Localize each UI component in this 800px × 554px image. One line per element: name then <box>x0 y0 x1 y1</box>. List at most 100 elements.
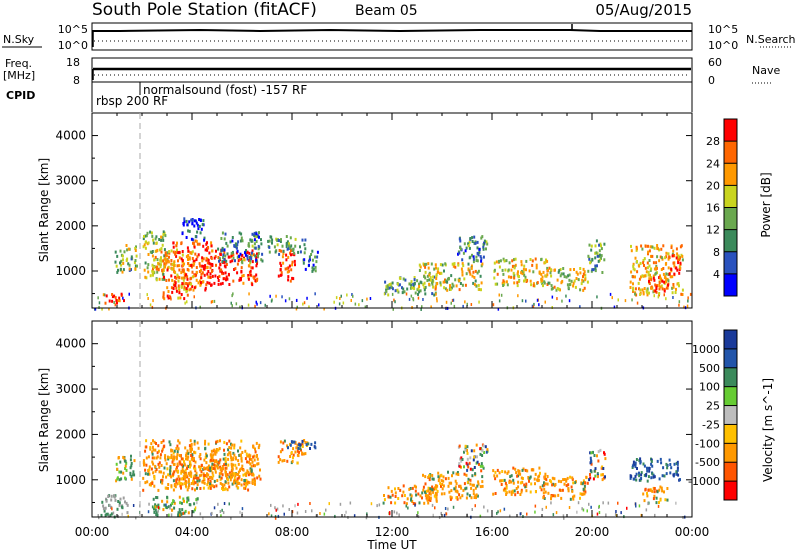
data-cell <box>185 457 187 461</box>
data-cell <box>213 256 216 260</box>
data-cell <box>190 251 193 255</box>
data-cell <box>468 461 471 465</box>
data-cell <box>469 237 472 240</box>
data-cell <box>513 258 515 262</box>
data-cell <box>268 250 271 254</box>
data-cell <box>236 249 239 253</box>
data-cell <box>458 279 461 282</box>
data-cell <box>176 450 179 454</box>
data-cell <box>203 466 206 470</box>
data-cell <box>182 268 185 272</box>
data-cell <box>543 487 546 491</box>
data-cell <box>634 465 637 469</box>
data-cell <box>178 268 181 272</box>
data-cell <box>464 444 467 448</box>
data-cell <box>154 464 157 468</box>
data-cell <box>566 476 569 480</box>
ground-scatter-cell <box>283 512 285 516</box>
data-cell <box>114 498 117 502</box>
data-cell <box>154 255 157 259</box>
ground-scatter-cell <box>103 293 106 297</box>
data-cell <box>481 464 484 468</box>
data-cell <box>469 272 472 276</box>
colorbar-swatch <box>724 424 737 444</box>
data-cell <box>238 481 241 485</box>
data-cell <box>132 470 135 474</box>
ground-scatter-cell <box>304 510 307 513</box>
data-cell <box>288 242 290 246</box>
data-cell <box>185 236 188 239</box>
data-cell <box>432 477 435 481</box>
data-cell <box>171 502 174 505</box>
ground-scatter-cell <box>220 514 222 518</box>
data-cell <box>663 287 666 291</box>
data-cell <box>591 257 594 261</box>
data-cell <box>554 268 556 272</box>
data-cell <box>639 457 642 461</box>
data-cell <box>668 255 671 259</box>
data-cell <box>471 274 474 278</box>
data-cell <box>156 513 159 517</box>
data-cell <box>184 468 187 472</box>
data-cell <box>648 466 651 470</box>
data-cell <box>541 282 544 286</box>
data-cell <box>431 280 433 284</box>
data-cell <box>133 459 136 463</box>
data-cell <box>486 448 489 452</box>
data-cell <box>652 276 655 280</box>
data-cell <box>482 247 485 251</box>
data-cell <box>451 262 454 266</box>
data-cell <box>215 440 218 444</box>
data-cell <box>532 282 535 286</box>
data-cell <box>183 272 186 276</box>
data-cell <box>461 258 464 262</box>
data-cell <box>476 484 479 488</box>
data-cell <box>225 275 228 279</box>
ground-scatter-cell <box>270 503 272 507</box>
data-cell <box>517 270 519 274</box>
ground-scatter-cell <box>645 508 648 512</box>
data-cell <box>209 262 212 266</box>
ground-scatter-cell <box>552 513 555 517</box>
data-cell <box>653 494 656 498</box>
data-cell <box>185 480 188 484</box>
ground-scatter-cell <box>94 307 97 311</box>
ground-scatter-cell <box>180 512 182 516</box>
data-cell <box>424 494 427 497</box>
data-cell <box>301 443 304 447</box>
data-cell <box>422 283 425 287</box>
data-cell <box>668 458 671 462</box>
data-cell <box>437 475 440 479</box>
data-cell <box>162 295 165 299</box>
data-cell <box>472 281 475 285</box>
data-cell <box>419 494 422 498</box>
data-cell <box>594 474 597 478</box>
data-cell <box>544 472 547 476</box>
ground-scatter-cell <box>128 292 130 296</box>
data-cell <box>483 241 486 245</box>
data-cell <box>152 238 155 242</box>
data-cell <box>482 245 485 249</box>
data-cell <box>258 474 261 478</box>
data-cell <box>424 265 427 269</box>
data-cell <box>573 268 575 271</box>
data-cell <box>185 474 188 478</box>
data-cell <box>311 249 314 253</box>
data-cell <box>290 268 293 272</box>
data-cell <box>298 450 300 454</box>
data-cell <box>191 455 194 459</box>
data-cell <box>493 474 496 478</box>
data-cell <box>203 238 206 242</box>
data-cell <box>172 462 175 466</box>
data-cell <box>185 255 188 259</box>
data-cell <box>181 232 184 236</box>
colorbar-swatch <box>724 405 737 425</box>
data-cell <box>650 267 653 271</box>
data-cell <box>198 474 201 478</box>
data-cell <box>568 273 571 277</box>
data-cell <box>650 476 653 480</box>
data-cell <box>643 473 646 477</box>
freq-unit-label: [MHz] <box>3 69 35 82</box>
data-cell <box>517 280 520 283</box>
data-cell <box>594 266 597 270</box>
